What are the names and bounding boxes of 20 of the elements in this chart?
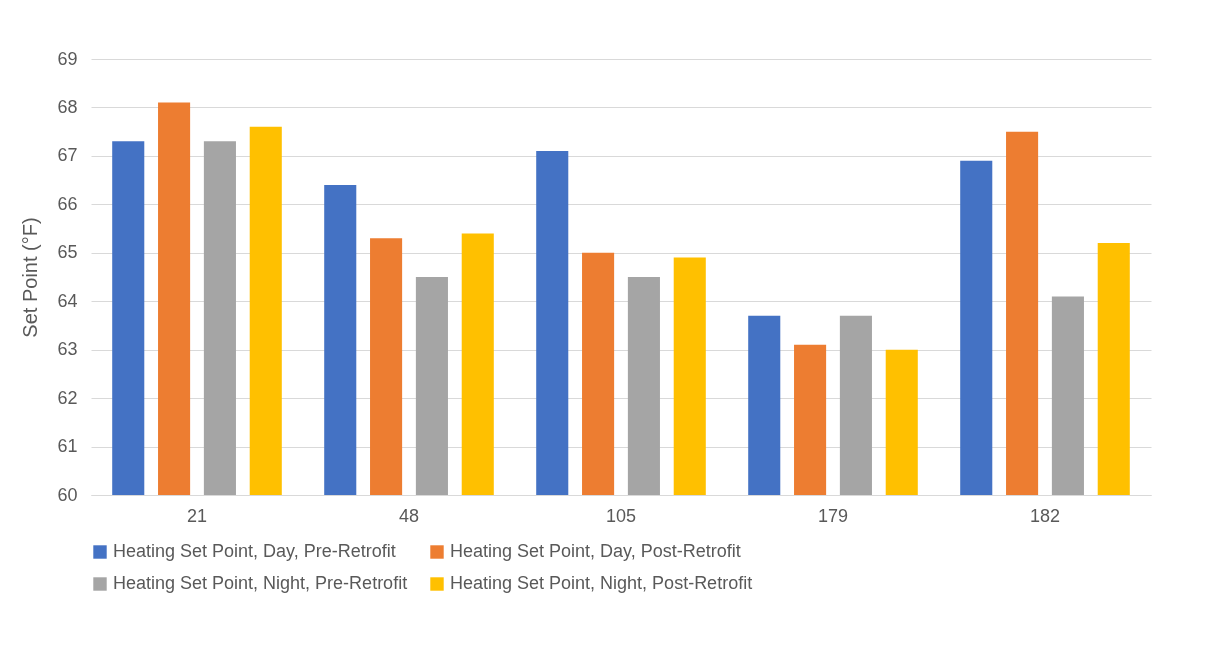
legend-label: Heating Set Point, Day, Post-Retrofit (450, 541, 741, 561)
y-axis-title: Set Point (°F) (19, 217, 42, 338)
y-tick-label: 62 (57, 387, 78, 408)
legend-label: Heating Set Point, Day, Pre-Retrofit (113, 541, 396, 561)
x-tick-label: 48 (398, 505, 420, 526)
x-tick-label: 105 (605, 505, 637, 526)
y-tick-label: 60 (57, 484, 78, 505)
y-tick-label: 61 (57, 436, 78, 457)
x-tick-label: 179 (817, 505, 849, 526)
y-tick-label: 65 (57, 242, 78, 263)
y-tick-label: 69 (57, 48, 78, 69)
y-tick-label: 64 (57, 290, 78, 311)
y-tick-label: 66 (57, 193, 78, 214)
y-tick-label: 67 (57, 145, 78, 166)
legend-label: Heating Set Point, Night, Post-Retrofit (450, 573, 753, 593)
x-tick-label: 21 (186, 505, 208, 526)
y-tick-label: 68 (57, 96, 78, 117)
y-tick-label: 63 (57, 339, 78, 360)
x-tick-label: 182 (1029, 505, 1061, 526)
legend-label: Heating Set Point, Night, Pre-Retrofit (113, 573, 408, 593)
